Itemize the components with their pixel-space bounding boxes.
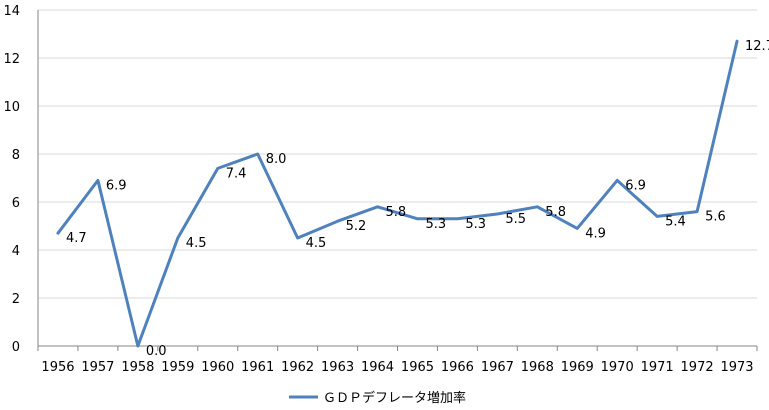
x-tick-label: 1972 xyxy=(681,360,714,375)
series-lines xyxy=(56,39,739,348)
x-tick-label: 1959 xyxy=(161,360,194,375)
x-tick-label: 1963 xyxy=(321,360,354,375)
y-tick-label: 10 xyxy=(3,100,20,115)
data-label: 7.4 xyxy=(226,166,247,181)
x-tick-label: 1964 xyxy=(361,360,394,375)
data-label: 0.0 xyxy=(146,344,167,359)
y-tick-label: 14 xyxy=(3,4,20,19)
data-label: 5.4 xyxy=(665,214,686,229)
x-tick-label: 1961 xyxy=(241,360,274,375)
y-tick-label: 4 xyxy=(12,244,20,259)
x-tick-label: 1970 xyxy=(601,360,634,375)
x-tick-label: 1973 xyxy=(720,360,753,375)
data-label: 4.7 xyxy=(66,231,87,246)
y-tick-label: 2 xyxy=(12,292,20,307)
x-axis-ticks: 1956 1957 1958 1959 1960 1961 1962 1963 1964 1965… xyxy=(37,346,758,375)
y-axis-ticks: 0 2 4 6 8 10 12 14 xyxy=(3,4,20,355)
x-tick-label: 1957 xyxy=(81,360,114,375)
data-label: 4.5 xyxy=(306,236,327,251)
axes xyxy=(37,10,757,347)
data-label: 5.5 xyxy=(505,212,526,227)
x-tick-label: 1969 xyxy=(561,360,594,375)
data-label: 8.0 xyxy=(266,152,287,167)
series-line xyxy=(56,39,739,348)
data-label: 5.3 xyxy=(465,217,486,232)
data-label: 5.3 xyxy=(425,217,446,232)
legend-label: ＧＤＰデフレータ増加率 xyxy=(323,390,466,406)
data-label: 6.9 xyxy=(625,178,646,193)
y-tick-label: 6 xyxy=(12,196,20,211)
data-label: 5.8 xyxy=(545,205,566,220)
x-tick-label: 1971 xyxy=(641,360,674,375)
x-tick-label: 1966 xyxy=(441,360,474,375)
y-tick-label: 0 xyxy=(12,340,20,355)
data-labels: 4.7 6.9 0.0 4.5 7.4 8.0 4.5 5.2 5.8 5.3 5.3 5.5 5.8 4… xyxy=(66,39,769,359)
x-tick-label: 1958 xyxy=(121,360,154,375)
data-label: 4.9 xyxy=(585,226,606,241)
gridlines xyxy=(38,9,757,299)
x-tick-label: 1967 xyxy=(481,360,514,375)
y-tick-label: 8 xyxy=(12,148,20,163)
x-tick-label: 1965 xyxy=(401,360,434,375)
x-tick-label: 1968 xyxy=(521,360,554,375)
data-label: 5.8 xyxy=(386,205,407,220)
legend: ＧＤＰデフレータ増加率 xyxy=(289,390,466,406)
data-label: 5.6 xyxy=(705,210,726,225)
y-tick-label: 12 xyxy=(3,52,20,67)
x-tick-label: 1956 xyxy=(41,360,74,375)
data-label: 4.5 xyxy=(186,236,207,251)
data-label: 5.2 xyxy=(346,219,367,234)
x-tick-label: 1960 xyxy=(201,360,234,375)
x-tick-label: 1962 xyxy=(281,360,314,375)
data-label: 6.9 xyxy=(106,178,127,193)
data-label: 12.7 xyxy=(745,39,769,54)
